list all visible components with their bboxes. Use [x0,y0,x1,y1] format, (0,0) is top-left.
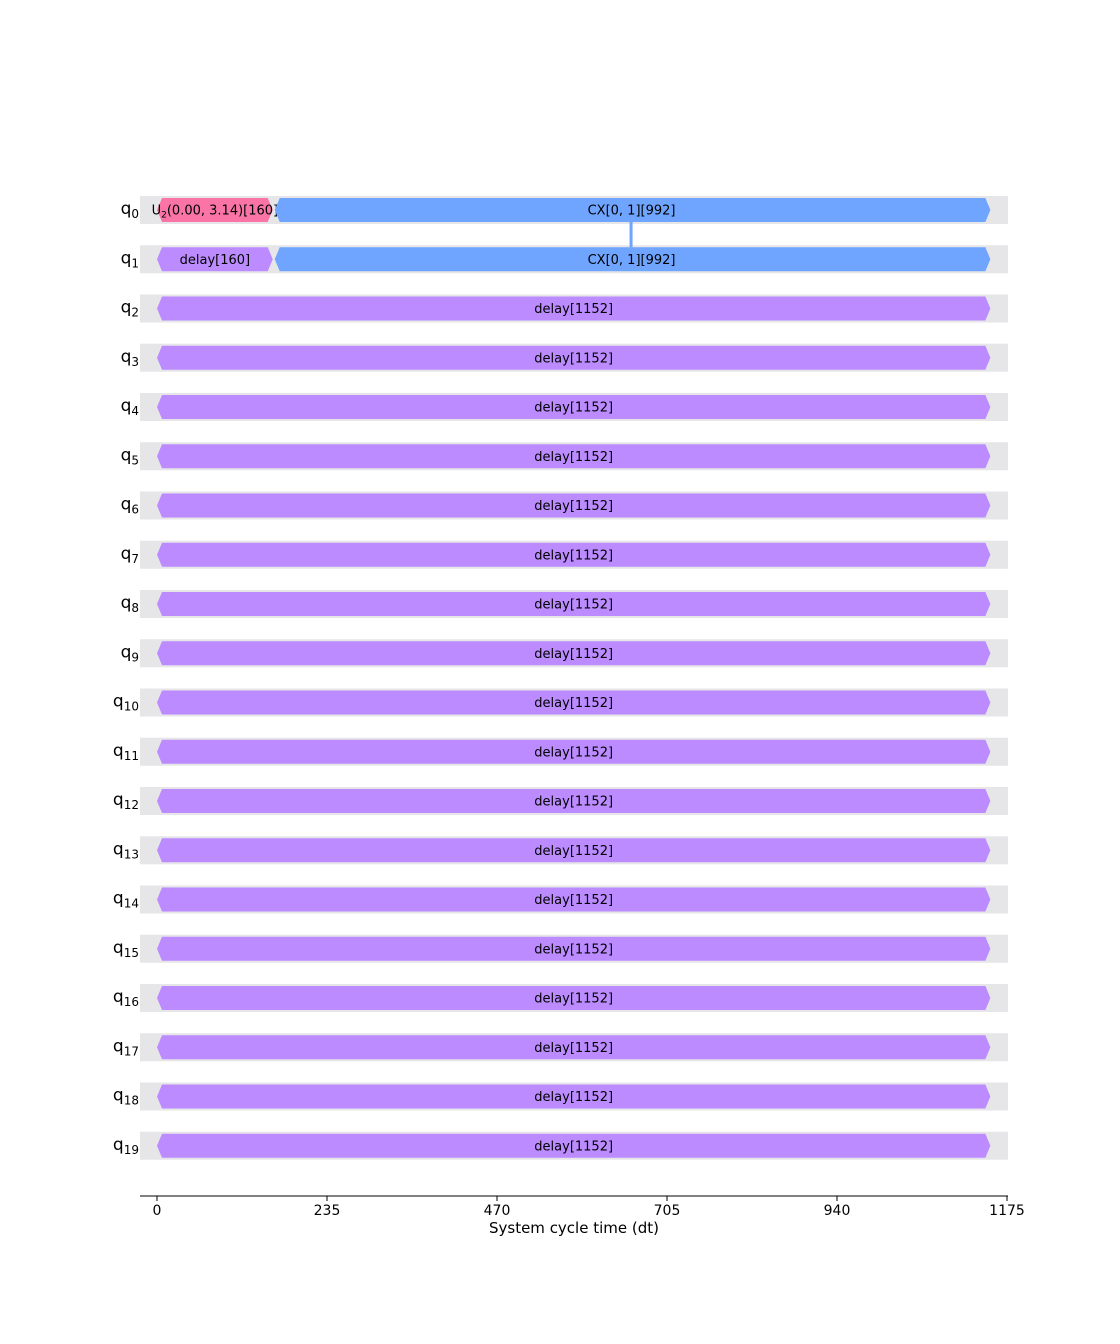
delay-gate-block [157,986,991,1010]
delay-gate-label: delay[1152] [534,1139,613,1154]
qubit-label: q3 [121,347,139,369]
delay-gate-label: delay[1152] [534,598,613,613]
qubit-labels: q0 q1 q2 q3 q4 q5 q6 q7 q8 q9 q10 q11 q12 q13 q14 q15 q1… [113,199,139,1157]
delay-gate-block [157,789,991,813]
delay-gate-block [157,1084,991,1109]
qubit-label: q19 [113,1135,139,1157]
x-tick-label: 0 [153,1203,162,1219]
qubit-label: q13 [113,839,139,861]
cx-gate-label: CX[0, 1][992] [588,253,676,268]
u2-gate-label: U2(0.00, 3.14)[160] [152,204,279,221]
delay-gate-block [157,493,991,518]
cx-gate-block [274,247,991,272]
qubit-label: q0 [121,199,139,221]
delay-gate-label: delay[1152] [534,893,613,908]
delay-gate-block [157,887,991,912]
qubit-lanes [140,196,1008,1160]
x-axis: System cycle time (dt) 0 235 470 705 940 1175 [140,1195,1025,1237]
gate-blocks: U2(0.00, 3.14)[160] CX[0, 1][992] delay[16… [152,198,991,1158]
qubit-label: q14 [113,889,139,911]
delay-gate-label: delay[1152] [534,942,613,957]
delay-gate-label: delay[1152] [534,696,613,711]
x-tick-label: 235 [314,1203,341,1219]
delay-gate-label: delay[1152] [534,499,613,514]
delay-gate-block [157,936,991,961]
delay-gate-block [157,690,991,715]
cx-gate-block [274,198,991,222]
cx-gate-label: CX[0, 1][992] [588,204,676,219]
qubit-label: q10 [113,692,139,714]
x-tick-label: 1175 [989,1203,1025,1219]
qubit-label: q12 [113,790,139,812]
delay-gate-label: delay[1152] [534,1041,613,1056]
delay-gate-label: delay[1152] [534,302,613,317]
qubit-label: q2 [121,298,139,320]
x-tick-label: 940 [824,1203,851,1219]
qubit-label: q17 [113,1036,139,1058]
delay-gate-block [157,444,991,469]
qubit-label: q16 [113,987,139,1009]
delay-gate-label: delay[160] [180,253,250,268]
x-axis-label: System cycle time (dt) [489,1219,659,1237]
x-tick-label: 705 [654,1203,681,1219]
delay-gate-block [157,838,991,863]
delay-gate-block [157,1035,991,1060]
qubit-label: q1 [121,248,139,270]
delay-gate-block [157,395,991,419]
qubit-label: q8 [121,593,139,615]
delay-gate-block [157,542,991,567]
delay-gate-block [157,641,991,666]
qubit-label: q7 [121,544,139,566]
qubit-label: q9 [121,642,139,664]
delay-gate-label: delay[1152] [534,647,613,662]
delay-gate-block [157,296,991,321]
delay-gate-label: delay[1152] [534,992,613,1007]
delay-gate-label: delay[1152] [534,795,613,810]
qubit-label: q4 [121,396,139,418]
delay-gate-label: delay[1152] [534,401,613,416]
qubit-label: q18 [113,1086,139,1108]
delay-gate-block [157,345,991,370]
delay-gate-label: delay[1152] [534,745,613,760]
qubit-label: q5 [121,445,139,467]
delay-gate-label: delay[1152] [534,351,613,366]
x-tick-label: 470 [484,1203,511,1219]
delay-gate-block [157,592,991,616]
delay-gate-label: delay[1152] [534,1090,613,1105]
u2-gate-block [157,198,273,222]
delay-gate-block [157,1133,991,1158]
qubit-label: q15 [113,938,139,960]
qubit-label: q6 [121,495,139,517]
delay-gate-label: delay[1152] [534,844,613,859]
qubit-label: q11 [113,741,139,763]
delay-gate-label: delay[1152] [534,548,613,563]
delay-gate-label: delay[1152] [534,450,613,465]
delay-gate-block [157,739,991,764]
delay-gate-block [157,247,273,272]
